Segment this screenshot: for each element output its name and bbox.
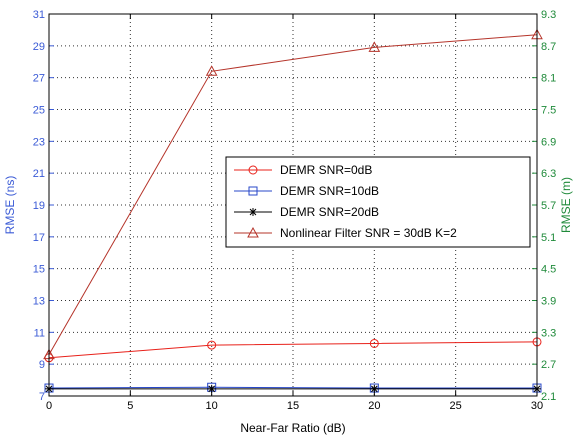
legend-label: DEMR SNR=10dB [280, 184, 379, 198]
y-right-tick-label: 5.7 [541, 200, 556, 212]
legend-marker [248, 186, 258, 196]
x-tick-label: 10 [206, 400, 218, 412]
legend-marker [249, 208, 257, 216]
y-right-tick-label: 6.9 [541, 136, 556, 148]
y-left-tick-label: 29 [33, 41, 45, 53]
y-left-tick-label: 21 [33, 168, 45, 180]
legend-label: DEMR SNR=20dB [280, 205, 379, 219]
data-point-star [207, 384, 216, 393]
x-tick-label: 0 [46, 400, 52, 412]
y-right-tick-label: 4.5 [541, 264, 556, 276]
data-point-star-stroke [370, 385, 378, 393]
y-left-tick-label: 23 [33, 136, 45, 148]
y-right-axis-ticks: 2.1 2.7 3.3 3.9 4.5 5.1 5.7 6.3 6.9 7.5 8.1 8.7 9.3 [532, 9, 556, 403]
x-tick-label: 20 [368, 400, 380, 412]
y-left-axis-label: RMSE (ns) [3, 176, 17, 235]
y-right-tick-label: 2.7 [541, 359, 556, 371]
data-point-star [370, 384, 379, 393]
y-right-tick-label: 3.9 [541, 296, 556, 308]
legend-marker [248, 165, 258, 175]
y-left-axis-ticks: 7 9 11 13 15 17 19 21 23 25 27 29 31 [33, 9, 54, 403]
data-point-star-stroke [208, 385, 216, 393]
data-point-circle [369, 338, 379, 348]
legend: DEMR SNR=0dB DEMR SNR=10dB DEMR SNR=20dB No… [225, 156, 531, 248]
series-line [48, 386, 537, 389]
y-right-tick-label: 6.3 [541, 168, 556, 180]
legend-label: Nonlinear Filter SNR = 30dB K=2 [280, 226, 457, 240]
y-left-tick-label: 11 [34, 327, 45, 339]
y-left-tick-label: 25 [33, 105, 45, 117]
y-right-axis-label: RMSE (m) [559, 177, 573, 233]
y-left-tick-label: 15 [33, 264, 45, 276]
y-left-tick-label: 7 [39, 391, 45, 403]
series-line [48, 34, 538, 355]
data-point-triangle [368, 41, 381, 52]
legend-marker-stroke [249, 208, 257, 216]
legend-entry: DEMR SNR=0dB [234, 163, 372, 177]
legend-label: DEMR SNR=0dB [280, 163, 372, 177]
y-left-tick-label: 9 [39, 359, 45, 371]
y-right-tick-label: 8.1 [541, 73, 556, 85]
y-left-tick-label: 13 [33, 296, 45, 308]
x-tick-label: 5 [127, 400, 133, 412]
y-right-tick-label: 8.7 [541, 41, 556, 53]
x-axis-ticks: 0 5 10 15 20 25 30 [46, 14, 543, 412]
legend-entry: DEMR SNR=20dB [234, 205, 379, 219]
y-right-tick-label: 2.1 [541, 391, 556, 403]
y-right-tick-label: 3.3 [541, 327, 556, 339]
data-point-circle [207, 340, 217, 350]
x-tick-label: 30 [531, 400, 543, 412]
plot-frame [48, 13, 538, 397]
y-right-tick-label: 5.1 [541, 232, 556, 244]
y-left-tick-label: 27 [33, 73, 45, 85]
y-right-tick-label: 7.5 [541, 105, 556, 117]
y-left-tick-label: 19 [33, 200, 45, 212]
data-point-triangle [205, 65, 218, 76]
legend-marker [247, 226, 259, 238]
x-axis-label: Near-Far Ratio (dB) [240, 421, 345, 435]
y-right-tick-label: 9.3 [541, 9, 556, 21]
y-left-tick-label: 17 [33, 232, 45, 244]
x-tick-label: 15 [287, 400, 299, 412]
legend-box [225, 156, 531, 248]
series-line [48, 341, 538, 359]
y-left-tick-label: 31 [33, 9, 45, 21]
legend-entry: DEMR SNR=10dB [234, 184, 379, 198]
x-tick-label: 25 [450, 400, 462, 412]
legend-entry: Nonlinear Filter SNR = 30dB K=2 [234, 226, 457, 240]
